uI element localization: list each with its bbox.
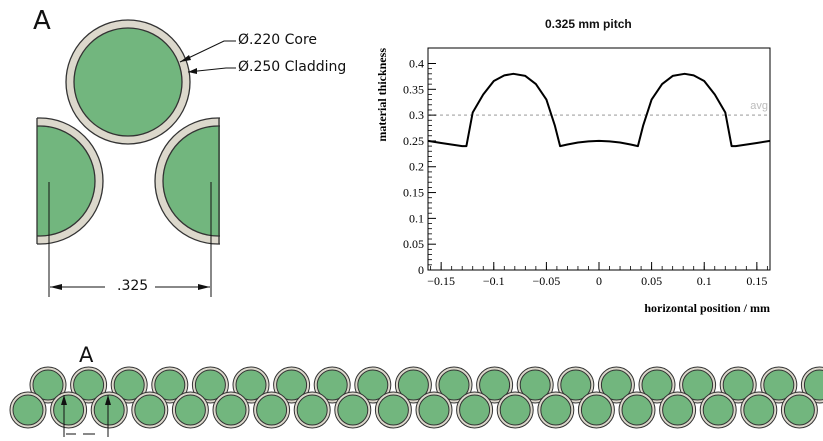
- ribbon-fiber-core: [174, 394, 206, 426]
- ribbon-fiber-core: [803, 369, 823, 401]
- ribbon-fiber-core: [256, 394, 288, 426]
- ribbon-fiber-core: [357, 369, 389, 401]
- ribbon-fiber-core: [499, 394, 531, 426]
- ribbon-fiber-core: [194, 369, 226, 401]
- ribbon-fiber-core: [418, 394, 450, 426]
- ribbon-section-label: A: [79, 343, 94, 367]
- x-tick-label: 0.15: [746, 274, 767, 288]
- ribbon-fiber-core: [783, 394, 815, 426]
- ribbon-fiber-core: [682, 369, 714, 401]
- fiber-ribbon: [9, 366, 823, 429]
- right-fiber-core: [162, 125, 220, 237]
- ribbon-fiber-core: [276, 369, 308, 401]
- y-tick-label: 0.05: [403, 237, 424, 251]
- ribbon-fiber-core: [662, 394, 694, 426]
- ribbon-fiber-core: [519, 369, 551, 401]
- ribbon-fiber-core: [600, 369, 632, 401]
- ribbon-fiber-core: [763, 369, 795, 401]
- ribbon-fiber-core: [702, 394, 734, 426]
- y-tick-label: 0: [418, 263, 424, 277]
- avg-label: avg: [750, 100, 768, 112]
- ribbon-fiber-core: [540, 394, 572, 426]
- ribbon-fiber-core: [73, 369, 105, 401]
- plot-frame: [427, 47, 771, 271]
- y-tick-label: 0.35: [403, 82, 424, 96]
- x-tick-label: 0.05: [641, 274, 662, 288]
- y-tick-label: 0.1: [409, 211, 424, 225]
- core-leader-line: [179, 40, 236, 63]
- x-tick-label: −0.1: [483, 274, 505, 288]
- ribbon-fiber-core: [154, 369, 186, 401]
- x-tick-label: −0.15: [427, 274, 455, 288]
- ribbon-fiber-core: [93, 394, 125, 426]
- cladding-diameter-label: Ø.250 Cladding: [238, 59, 347, 75]
- ribbon-fiber-core: [722, 369, 754, 401]
- thickness-series-line: [427, 72, 771, 148]
- ribbon-fiber-core: [12, 394, 44, 426]
- y-tick-label: 0.15: [403, 186, 424, 200]
- ribbon-fiber-core: [479, 369, 511, 401]
- y-tick-label: 0.25: [403, 134, 424, 148]
- core-diameter-label: Ø.220 Core: [238, 32, 318, 48]
- chart-title: 0.325 mm pitch: [545, 17, 632, 31]
- ribbon-fiber-core: [580, 394, 612, 426]
- top-fiber-core: [73, 27, 183, 137]
- ribbon-fiber-core: [215, 394, 247, 426]
- ribbon-fiber-core: [337, 394, 369, 426]
- ribbon-fiber-core: [316, 369, 348, 401]
- x-tick-label: 0.1: [697, 274, 712, 288]
- cladding-leader-line: [187, 67, 236, 73]
- ribbon-fiber-core: [134, 394, 166, 426]
- ribbon-fiber-core: [621, 394, 653, 426]
- ribbon-fiber-core: [235, 369, 267, 401]
- ribbon-fiber-core: [438, 369, 470, 401]
- ribbon-fiber-core: [459, 394, 491, 426]
- ribbon-fiber-core: [32, 369, 64, 401]
- y-tick-label: 0.3: [409, 108, 424, 122]
- left-fiber-core: [37, 125, 96, 237]
- x-tick-label: 0: [596, 274, 602, 288]
- ribbon-fiber-core: [377, 394, 409, 426]
- x-axis-label: horizontal position / mm: [644, 301, 770, 315]
- ribbon-fiber-core: [641, 369, 673, 401]
- section-label: A: [33, 6, 51, 36]
- x-tick-label: −0.05: [532, 274, 560, 288]
- ribbon-fiber-core: [743, 394, 775, 426]
- y-tick-label: 0.4: [409, 56, 424, 70]
- y-tick-label: 0.2: [409, 160, 424, 174]
- ribbon-fiber-core: [296, 394, 328, 426]
- y-axis-label: material thickness: [375, 48, 389, 142]
- ribbon-fiber-core: [397, 369, 429, 401]
- ribbon-fiber-core: [560, 369, 592, 401]
- pitch-dimension-label: .325: [117, 278, 149, 294]
- ribbon-fiber-core: [53, 394, 85, 426]
- ribbon-fiber-core: [113, 369, 145, 401]
